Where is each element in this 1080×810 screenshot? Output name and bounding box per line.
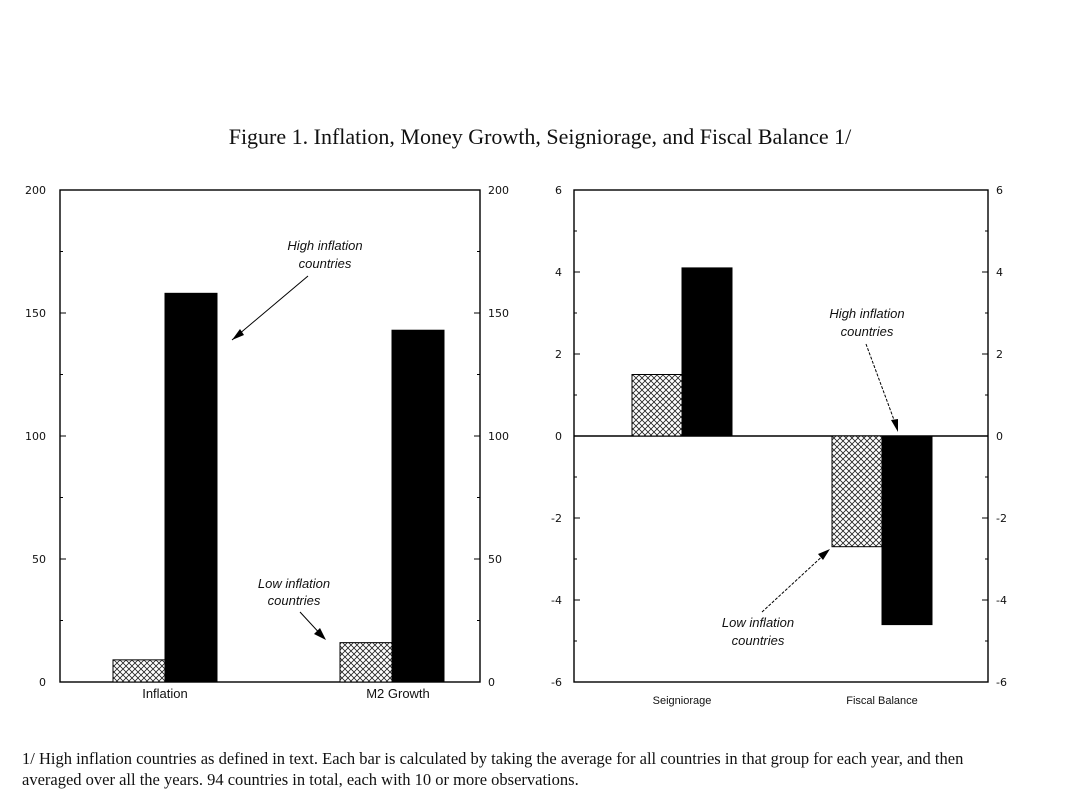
right-high-arrow bbox=[865, 343, 898, 429]
right-ytick-label-right-4: 2 bbox=[996, 348, 1003, 361]
right-ytick-label-left-4: 2 bbox=[555, 348, 562, 361]
right-chart-bars bbox=[631, 267, 933, 626]
left-chart-bars bbox=[112, 292, 445, 683]
right-high-annotation: High inflation countries bbox=[829, 306, 905, 432]
left-ytick-label-right-3: 150 bbox=[488, 307, 509, 320]
left-ytick-label-left-3: 150 bbox=[25, 307, 46, 320]
left-high-annotation-line2: countries bbox=[299, 256, 352, 271]
figure-title: Figure 1. Inflation, Money Growth, Seign… bbox=[228, 124, 852, 149]
right-ytick-label-right-6: 6 bbox=[996, 184, 1003, 197]
left-bar-low-0 bbox=[112, 659, 166, 683]
left-ytick-label-right-0: 0 bbox=[488, 676, 495, 689]
right-bar-high-0 bbox=[681, 267, 733, 437]
right-chart-y-axis-left: -6 -4 -2 0 2 4 6 bbox=[551, 184, 580, 689]
left-chart: 0 50 100 150 200 0 50 100 150 200 Inflation M2 G… bbox=[25, 184, 509, 701]
right-low-annotation-line2: countries bbox=[732, 633, 785, 648]
left-high-annotation-line1: High inflation bbox=[287, 238, 362, 253]
right-ytick-label-left-3: 0 bbox=[555, 430, 562, 443]
left-ytick-label-left-0: 0 bbox=[39, 676, 46, 689]
left-ytick-label-left-1: 50 bbox=[32, 553, 46, 566]
right-bar-high-1 bbox=[881, 435, 933, 626]
right-bar-low-1 bbox=[831, 435, 883, 548]
left-ytick-label-right-4: 200 bbox=[488, 184, 509, 197]
left-chart-y-axis-left: 0 50 100 150 200 bbox=[25, 184, 66, 689]
left-category-label-1: M2 Growth bbox=[366, 686, 430, 701]
right-ytick-label-left-2: -2 bbox=[551, 512, 562, 525]
right-bar-low-0 bbox=[631, 374, 683, 437]
left-high-arrow bbox=[231, 275, 309, 341]
right-category-label-1: Fiscal Balance bbox=[846, 695, 918, 707]
left-high-annotation: High inflation countries bbox=[231, 238, 363, 341]
left-bar-low-1 bbox=[339, 642, 393, 683]
left-ytick-label-left-2: 100 bbox=[25, 430, 46, 443]
left-bar-high-0 bbox=[164, 292, 218, 683]
right-low-arrow bbox=[761, 550, 829, 613]
right-low-arrowhead bbox=[818, 549, 830, 560]
left-bar-high-1 bbox=[391, 329, 445, 683]
right-low-annotation-line1: Low inflation bbox=[722, 615, 794, 630]
left-ytick-label-right-2: 100 bbox=[488, 430, 509, 443]
left-chart-y-axis-right: 0 50 100 150 200 bbox=[474, 184, 509, 689]
right-chart: -6 -4 -2 0 2 4 6 -6 -4 -2 0 2 4 6 Seigniorage Fiscal… bbox=[551, 184, 1007, 707]
footnote: 1/ High inflation countries as defined i… bbox=[22, 749, 964, 789]
left-low-annotation-line1: Low inflation bbox=[258, 576, 330, 591]
right-ytick-label-right-5: 4 bbox=[996, 266, 1003, 279]
right-high-annotation-line2: countries bbox=[841, 324, 894, 339]
right-ytick-label-right-3: 0 bbox=[996, 430, 1003, 443]
right-ytick-label-right-2: -2 bbox=[996, 512, 1007, 525]
right-high-arrowhead bbox=[891, 419, 898, 432]
right-high-annotation-line1: High inflation bbox=[829, 306, 904, 321]
left-ytick-label-right-1: 50 bbox=[488, 553, 502, 566]
left-high-arrowhead bbox=[232, 329, 244, 340]
right-ytick-label-left-6: 6 bbox=[555, 184, 562, 197]
right-ytick-label-left-5: 4 bbox=[555, 266, 562, 279]
right-ytick-label-right-1: -4 bbox=[996, 594, 1007, 607]
right-category-label-0: Seigniorage bbox=[653, 695, 712, 707]
left-ytick-label-left-4: 200 bbox=[25, 184, 46, 197]
right-chart-y-axis-right: -6 -4 -2 0 2 4 6 bbox=[982, 184, 1007, 689]
left-low-arrowhead bbox=[314, 628, 326, 640]
left-low-annotation: Low inflation countries bbox=[258, 576, 330, 640]
right-ytick-label-left-0: -6 bbox=[551, 676, 562, 689]
right-ytick-label-left-1: -4 bbox=[551, 594, 562, 607]
right-low-annotation: Low inflation countries bbox=[722, 549, 830, 648]
right-ytick-label-right-0: -6 bbox=[996, 676, 1007, 689]
left-category-label-0: Inflation bbox=[142, 686, 188, 701]
left-low-annotation-line2: countries bbox=[268, 593, 321, 608]
